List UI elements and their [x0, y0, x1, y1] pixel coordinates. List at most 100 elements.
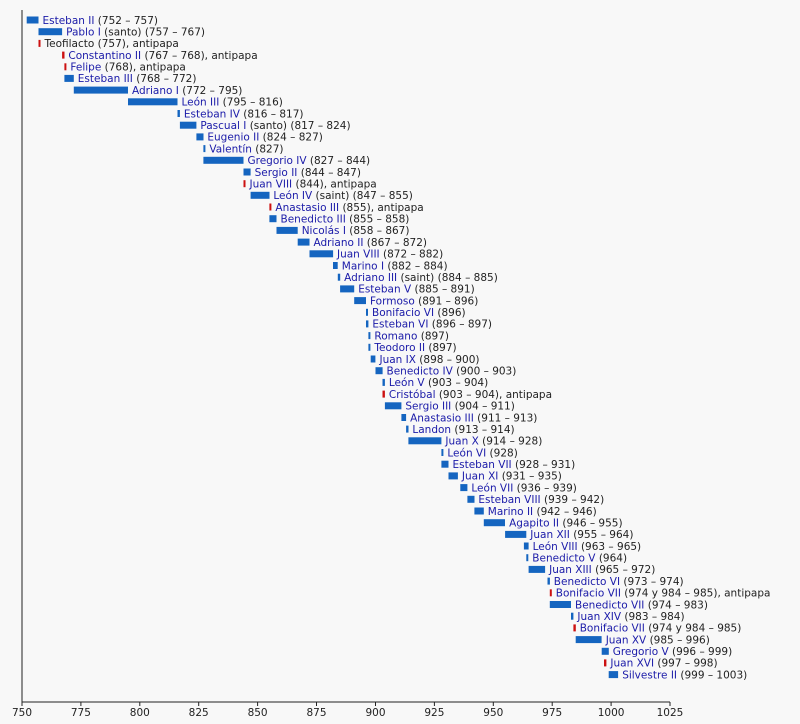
pope-bar [38, 28, 63, 36]
pope-dates: (955 – 964) [570, 529, 634, 541]
pope-name-link[interactable]: Romano [374, 330, 417, 342]
pope-name-link[interactable]: Juan VIII [249, 179, 293, 191]
pope-dates: (904 – 911) [451, 401, 515, 413]
pope-bar [601, 647, 609, 655]
pope-dates: (974 y 984 – 985), antipapa [621, 588, 770, 600]
pope-name-link[interactable]: Constantino II [68, 50, 141, 62]
pope-name-link[interactable]: Landon [412, 424, 451, 436]
pope-bar [467, 495, 475, 503]
pope-name-link[interactable]: Cristóbal [389, 389, 436, 401]
pope-label: Constantino II (767 – 768), antipapa [68, 50, 257, 62]
pope-dates: (897) [417, 330, 449, 342]
pope-name-link[interactable]: Benedicto VII [575, 599, 644, 611]
pope-dates: (844 – 847) [297, 167, 361, 179]
pope-name-link[interactable]: Esteban III [78, 73, 133, 85]
pope-name-link[interactable]: Juan IX [379, 354, 416, 366]
pope-name-link[interactable]: Nicolás I [302, 225, 346, 237]
pope-name-link[interactable]: Formoso [370, 295, 415, 307]
pope-name-link[interactable]: León IV [273, 190, 313, 202]
pope-label: Pascual I (santo) (817 – 824) [200, 120, 350, 132]
pope-name-link[interactable]: Agapito II [509, 518, 559, 530]
pope-name-link[interactable]: Juan XIII [548, 564, 592, 576]
pope-name-link[interactable]: León VIII [533, 541, 578, 553]
pope-dates: (768), antipapa [101, 62, 186, 74]
pope-name-link[interactable]: Esteban VIII [478, 494, 540, 506]
pope-name-link[interactable]: Teodoro II [373, 342, 425, 354]
pope-name-link[interactable]: Adriano II [314, 237, 364, 249]
pope-name-link[interactable]: Esteban VI [372, 319, 428, 331]
x-tick-label: 1025 [657, 707, 684, 719]
pope-dates: (997 – 998) [654, 658, 718, 670]
pope-name-link[interactable]: León III [182, 97, 220, 109]
pope-bar [528, 565, 546, 573]
pope-name-link[interactable]: Juan XI [461, 471, 498, 483]
pope-name-link[interactable]: León VI [447, 447, 486, 459]
pope-dates: (931 – 935) [498, 471, 562, 483]
pope-label: Bonifacio VII (974 y 984 – 985) [580, 623, 742, 635]
pope-name-link[interactable]: Sergio III [405, 401, 451, 413]
x-tick-label: 1000 [598, 707, 625, 719]
pope-name-link[interactable]: Juan X [444, 436, 478, 448]
pope-name-link[interactable]: Felipe [70, 62, 101, 74]
pope-name-link[interactable]: Eugenio II [207, 132, 259, 144]
pope-name-link[interactable]: Benedicto IV [387, 366, 454, 378]
pope-label: León VII (936 – 939) [471, 482, 576, 494]
pope-name-link[interactable]: Benedicto III [281, 214, 346, 226]
pope-name-link[interactable]: Juan XV [605, 634, 647, 646]
pope-name-link[interactable]: Gregorio IV [248, 155, 308, 167]
pope-bar [73, 86, 128, 94]
pope-name-link[interactable]: Bonifacio VII [580, 623, 645, 635]
antipope-bar [604, 659, 607, 667]
pope-bar [64, 74, 74, 82]
pope-bar [575, 636, 602, 644]
pope-dates: Teofilacto (757), antipapa [44, 38, 179, 50]
pope-dates: (872 – 882) [380, 249, 444, 261]
pope-name-link[interactable]: Juan VIII [336, 249, 380, 261]
x-tick-label: 850 [248, 707, 268, 719]
pope-name-link[interactable]: Pablo I [66, 27, 101, 39]
pope-bar [401, 414, 407, 421]
pope-name-link[interactable]: Pascual I [200, 120, 246, 132]
pope-name-link[interactable]: Valentín [209, 143, 252, 155]
pope-dates: (768 – 772) [133, 73, 197, 85]
antipope-bar [243, 180, 246, 188]
pope-name-link[interactable]: Anastasio III [275, 202, 339, 214]
pope-name-link[interactable]: León V [389, 377, 426, 389]
pope-name-link[interactable]: Gregorio V [613, 646, 670, 658]
pope-name-link[interactable]: Esteban VII [453, 459, 512, 471]
pope-label: Benedicto VII (974 – 983) [575, 599, 708, 611]
x-tick-label: 975 [542, 707, 562, 719]
pope-name-link[interactable]: Benedicto VI [554, 576, 620, 588]
pope-label: Nicolás I (858 – 867) [302, 225, 410, 237]
pope-name-link[interactable]: Esteban IV [184, 108, 241, 120]
pope-dates: (996 – 999) [669, 646, 733, 658]
pope-dates: (858 – 867) [346, 225, 410, 237]
pope-bar [340, 285, 355, 293]
pope-name-link[interactable]: Juan XII [529, 529, 570, 541]
pope-name-link[interactable]: Adriano I [132, 85, 179, 97]
pope-name-link[interactable]: Esteban V [358, 284, 412, 296]
pope-label: Esteban III (768 – 772) [78, 73, 197, 85]
x-tick-label: 900 [365, 707, 385, 719]
pope-name-link[interactable]: Silvestre II [622, 669, 677, 681]
pope-bar [243, 168, 251, 176]
pope-name-link[interactable]: Marino I [342, 260, 384, 272]
pope-name-link[interactable]: Bonifacio VII [556, 588, 621, 600]
pope-bar [203, 145, 206, 153]
pope-label: Marino II (942 – 946) [488, 506, 597, 518]
pope-name-link[interactable]: Sergio II [255, 167, 298, 179]
pope-name-link[interactable]: Anastasio III [410, 412, 474, 424]
pope-name-link[interactable]: León VII [471, 482, 513, 494]
x-tick-label: 875 [306, 707, 326, 719]
pope-name-link[interactable]: Juan XVI [609, 658, 654, 670]
pope-name-link[interactable]: Juan XIV [576, 611, 621, 623]
pope-name-link[interactable]: Adriano III [344, 272, 397, 284]
pope-name-link[interactable]: Marino II [488, 506, 533, 518]
pope-label: Esteban II (752 – 757) [43, 15, 159, 27]
pope-name-link[interactable]: Bonifacio VI [372, 307, 434, 319]
x-tick-label: 750 [12, 707, 32, 719]
pope-name-link[interactable]: Benedicto V [532, 553, 596, 565]
pope-dates: (964) [596, 553, 628, 565]
pope-dates: (824 – 827) [259, 132, 323, 144]
pope-name-link[interactable]: Esteban II [43, 15, 95, 27]
